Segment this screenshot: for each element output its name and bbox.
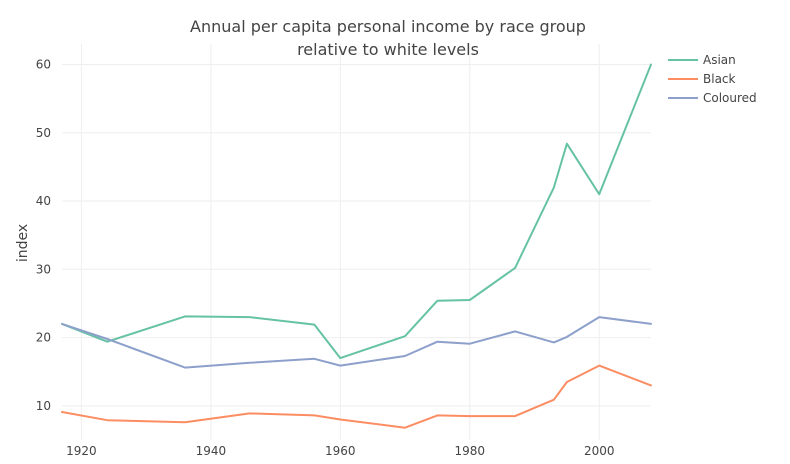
x-tick-label: 2000	[584, 444, 615, 458]
y-tick-label: 20	[36, 331, 51, 345]
legend-label: Coloured	[703, 91, 757, 105]
legend-item-asian[interactable]: Asian	[668, 53, 736, 67]
legend-label: Asian	[703, 53, 736, 67]
x-tick-label: 1940	[196, 444, 227, 458]
x-tick-label: 1960	[325, 444, 356, 458]
y-axis-label: index	[15, 224, 31, 262]
gridlines	[62, 44, 651, 440]
x-tick-label: 1920	[66, 444, 97, 458]
y-tick-label: 30	[36, 262, 51, 276]
chart-title-line-2: relative to white levels	[297, 40, 479, 59]
legend-item-black[interactable]: Black	[668, 72, 736, 86]
y-tick-label: 40	[36, 194, 51, 208]
chart-title-line-1: Annual per capita personal income by rac…	[190, 17, 586, 36]
legend-item-coloured[interactable]: Coloured	[668, 91, 757, 105]
plot-area	[61, 63, 652, 429]
x-tick-label: 1980	[454, 444, 485, 458]
legend-label: Black	[703, 72, 736, 86]
y-tick-label: 10	[36, 399, 51, 413]
y-tick-label: 60	[36, 57, 51, 71]
legend[interactable]: Asian Black Coloured	[668, 53, 757, 105]
series-line-coloured[interactable]	[61, 316, 652, 369]
y-axis: 10 20 30 40 50 60	[36, 57, 51, 412]
y-tick-label: 50	[36, 126, 51, 140]
series-line-asian[interactable]	[61, 63, 652, 360]
series-line-black[interactable]	[61, 364, 652, 429]
x-axis: 1920 1940 1960 1980 2000	[66, 444, 614, 458]
